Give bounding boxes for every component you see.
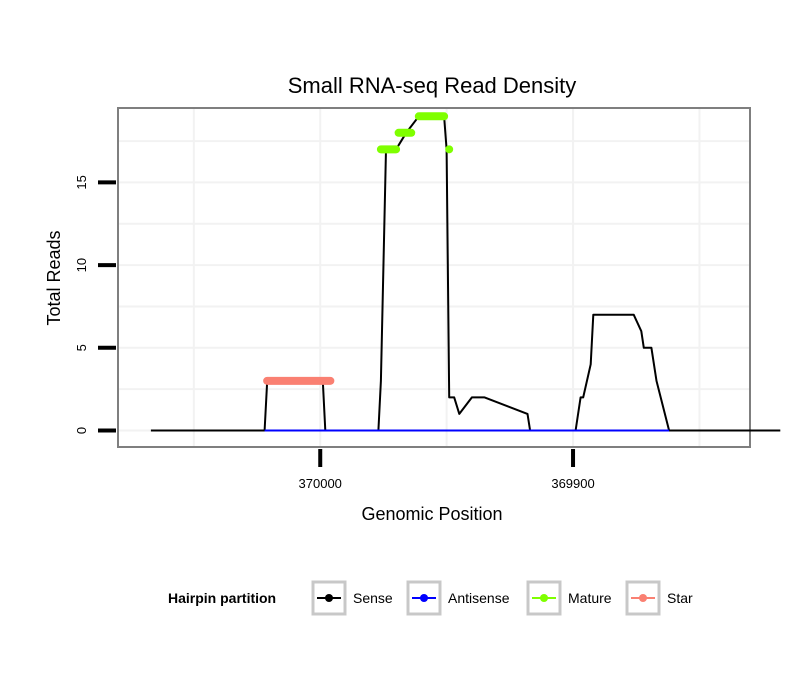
legend: Hairpin partition Sense Antisense Mature St… (168, 580, 693, 616)
y-axis-label: Total Reads (44, 230, 64, 325)
x-axis: 370000 369900 (299, 449, 595, 491)
legend-title: Hairpin partition (168, 590, 276, 606)
chart-title: Small RNA-seq Read Density (288, 73, 577, 98)
plot-panel (117, 107, 781, 448)
legend-label-antisense: Antisense (448, 590, 510, 606)
y-axis: 0 5 10 15 (74, 175, 116, 434)
plot-background (117, 107, 751, 448)
y-tick-label: 15 (74, 175, 89, 189)
x-tick-label: 369900 (551, 476, 594, 491)
x-tick-label: 370000 (299, 476, 342, 491)
series-layer (150, 112, 781, 432)
legend-entries: Sense Antisense Mature Star (311, 580, 693, 616)
series-line-sense (150, 115, 781, 432)
legend-label-star: Star (667, 590, 693, 606)
legend-key-point-antisense (420, 594, 428, 602)
series-point-mature (445, 145, 454, 154)
legend-label-mature: Mature (568, 590, 612, 606)
y-tick-label: 5 (74, 344, 89, 351)
legend-key-point-mature (540, 594, 548, 602)
legend-key-point-sense (325, 594, 333, 602)
legend-key-point-star (639, 594, 647, 602)
legend-label-sense: Sense (353, 590, 393, 606)
x-axis-label: Genomic Position (361, 504, 502, 524)
y-tick-label: 10 (74, 258, 89, 272)
y-tick-label: 0 (74, 427, 89, 434)
